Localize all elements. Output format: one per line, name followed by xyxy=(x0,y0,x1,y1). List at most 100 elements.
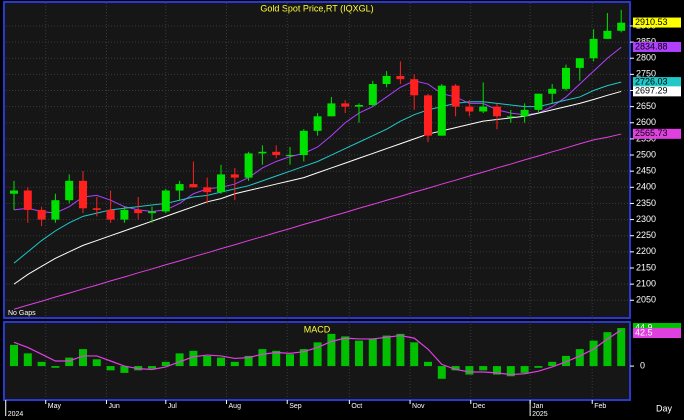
macd-title: MACD xyxy=(304,324,331,334)
histogram-bar xyxy=(65,357,74,367)
y-tick-label: 2050 xyxy=(636,295,656,305)
x-tick-label: Nov xyxy=(412,403,425,410)
candle-body xyxy=(451,85,460,107)
histogram-bar xyxy=(575,349,584,367)
histogram-bar xyxy=(217,357,225,367)
histogram-bar xyxy=(148,366,156,369)
histogram-bar xyxy=(37,361,46,367)
y-tick-label: 2850 xyxy=(636,36,656,46)
year-label: 2024 xyxy=(8,411,24,418)
y-tick-label: 2200 xyxy=(636,246,656,256)
candle-body xyxy=(548,88,557,94)
histogram-bar xyxy=(465,366,474,375)
y-tick-label: 2100 xyxy=(636,278,656,288)
histogram-bar xyxy=(548,361,557,367)
value-tag-label: 2726.03 xyxy=(635,76,668,86)
histogram-bar xyxy=(10,344,18,367)
x-tick-label: Jun xyxy=(108,403,119,410)
value-tag-label: 44.9 xyxy=(635,322,653,332)
candle-body xyxy=(92,208,101,210)
histogram-bar xyxy=(437,366,446,379)
candle-body xyxy=(313,116,322,131)
candle-body xyxy=(175,184,184,191)
histogram-bar xyxy=(451,366,460,371)
x-tick-label: Jul xyxy=(168,403,177,410)
candle-body xyxy=(327,103,336,117)
histogram-bar xyxy=(23,353,32,367)
x-tick-label: Oct xyxy=(351,403,362,410)
candle-body xyxy=(244,153,253,178)
value-tag xyxy=(633,41,681,52)
moving-average xyxy=(13,46,622,214)
histogram-bar xyxy=(355,340,363,367)
value-tag xyxy=(633,128,681,139)
candle-body xyxy=(562,67,570,89)
candle-body xyxy=(148,211,156,214)
candle-body xyxy=(230,174,239,178)
histogram-bar xyxy=(203,355,212,367)
y-tick-label: 2500 xyxy=(636,149,656,159)
candle-body xyxy=(479,106,488,112)
candle-body xyxy=(120,209,129,220)
candle-body xyxy=(203,187,212,193)
candle-body xyxy=(189,184,198,188)
candle-body xyxy=(617,22,626,31)
y-tick-label: 2600 xyxy=(636,117,656,127)
y-tick-label: 2150 xyxy=(636,262,656,272)
candle-body xyxy=(534,93,543,110)
histogram-bar xyxy=(272,350,281,367)
histogram-bar xyxy=(506,366,515,377)
candle-body xyxy=(217,174,225,193)
histogram-bar xyxy=(589,340,598,367)
histogram-bar xyxy=(175,353,184,367)
value-tag-label: 2697.29 xyxy=(635,86,668,96)
candle-body xyxy=(603,30,612,39)
histogram-bar xyxy=(230,361,239,367)
histogram-bar xyxy=(520,366,529,373)
histogram-bar xyxy=(327,333,336,367)
value-tag xyxy=(633,323,681,334)
histogram-bar xyxy=(493,366,501,375)
signal-line xyxy=(13,329,622,376)
value-tag xyxy=(633,86,681,97)
moving-average xyxy=(13,133,622,310)
histogram-bar xyxy=(617,328,626,367)
x-tick-label: Jan xyxy=(532,403,543,410)
candle-body xyxy=(437,85,446,136)
candle-body xyxy=(589,38,598,59)
candle-body xyxy=(396,75,405,80)
x-tick-label: May xyxy=(48,403,62,410)
histogram-bar xyxy=(479,366,488,371)
value-tag-label: 2910.53 xyxy=(635,17,668,27)
y-tick-label: 2650 xyxy=(636,101,656,111)
histogram-bar xyxy=(410,342,419,367)
histogram-bar xyxy=(161,361,170,367)
histogram-bar xyxy=(92,359,101,367)
period-label: Day xyxy=(656,403,673,413)
histogram-bar xyxy=(382,335,391,367)
histogram-bar xyxy=(51,366,60,368)
histogram-bar xyxy=(534,366,543,368)
candle-body xyxy=(355,105,363,107)
candle-body xyxy=(382,75,391,85)
histogram-bar xyxy=(79,349,87,367)
candle-body xyxy=(272,151,281,156)
y-tick-label: 2800 xyxy=(636,53,656,63)
candle-body xyxy=(161,190,170,212)
histogram-bar xyxy=(396,333,405,367)
moving-average xyxy=(13,81,622,264)
candle-body xyxy=(368,84,377,106)
candle-body xyxy=(286,155,294,157)
candle-body xyxy=(520,109,529,117)
histogram-bar xyxy=(258,349,267,367)
x-tick-label: Feb xyxy=(594,403,606,410)
candle-body xyxy=(79,180,87,209)
y-tick-label: 2400 xyxy=(636,182,656,192)
value-tag-label: 2565.73 xyxy=(635,128,668,138)
histogram-bar xyxy=(562,355,570,367)
y-tick-label: 2300 xyxy=(636,214,656,224)
value-tag xyxy=(633,328,681,339)
candle-body xyxy=(23,190,32,210)
x-tick-label: Dec xyxy=(473,403,486,410)
